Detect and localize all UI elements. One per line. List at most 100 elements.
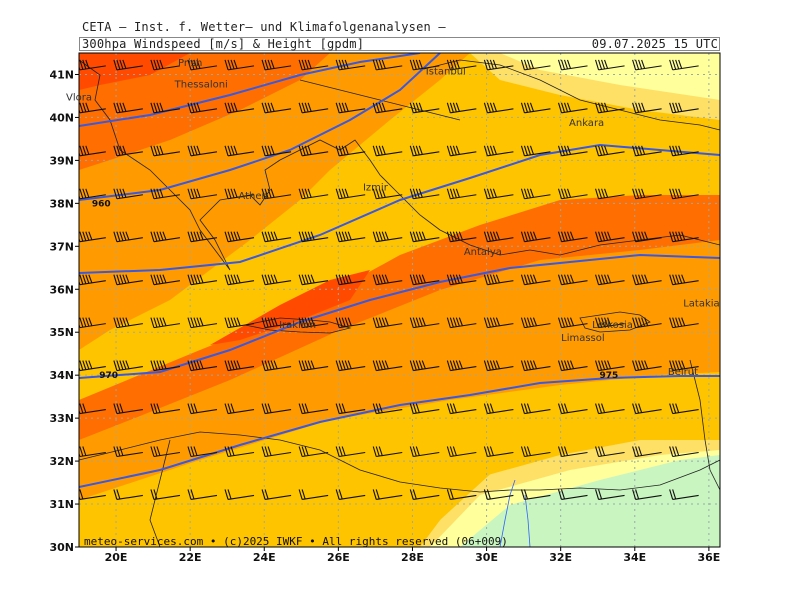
wind-barb xyxy=(335,489,366,500)
barb-feather xyxy=(566,231,572,241)
barb-feather xyxy=(82,274,87,284)
barb-feather xyxy=(520,188,525,199)
barb-feather xyxy=(196,102,201,112)
barb-feather xyxy=(601,403,606,413)
barb-shaft xyxy=(598,451,625,458)
wind-barb xyxy=(632,231,662,243)
lat-label: 39N xyxy=(49,154,74,167)
wind-barb xyxy=(113,274,143,286)
barb-shaft xyxy=(524,237,551,243)
barb-shaft xyxy=(264,108,292,114)
barb-feather xyxy=(638,188,643,198)
barb-feather xyxy=(85,360,90,370)
barb-shaft xyxy=(339,323,366,329)
barb-feather xyxy=(261,446,266,457)
wind-barb xyxy=(483,403,514,415)
barb-shaft xyxy=(79,280,106,286)
place-labels: Prish Thessaloni Vlora Istanbul Ankara Izmir A… xyxy=(66,58,720,378)
barb-feather xyxy=(261,188,266,199)
barb-feather xyxy=(261,360,266,371)
barb-feather xyxy=(153,274,158,285)
barb-feather xyxy=(378,145,383,155)
barb-feather xyxy=(560,360,566,371)
chart-title: CETA – Inst. f. Wetter– und Klimafolgena… xyxy=(82,20,446,34)
barb-shaft xyxy=(524,323,551,329)
barb-feather xyxy=(199,274,204,283)
barb-feather xyxy=(82,231,87,241)
barb-feather xyxy=(150,274,155,285)
barb-shaft xyxy=(561,194,588,200)
barb-feather xyxy=(409,489,414,500)
barb-feather xyxy=(85,145,90,155)
barb-feather xyxy=(635,360,640,371)
barb-feather xyxy=(88,231,93,240)
wind-barb xyxy=(261,489,292,500)
barb-feather xyxy=(113,360,118,371)
barb-feather xyxy=(455,360,460,370)
barb-feather xyxy=(455,59,460,69)
barb-feather xyxy=(604,145,609,155)
barb-shaft xyxy=(302,366,329,372)
barb-feather xyxy=(415,446,420,456)
barb-feather xyxy=(119,145,124,155)
barb-feather xyxy=(82,403,87,413)
barb-feather xyxy=(595,102,600,114)
barb-feather xyxy=(458,274,463,283)
barb-shaft xyxy=(487,451,514,458)
lat-lon-grid xyxy=(79,53,720,547)
barb-feather xyxy=(632,145,637,156)
barb-shaft xyxy=(339,151,366,157)
barb-feather xyxy=(489,403,494,413)
barb-feather xyxy=(159,188,164,198)
wind-barb xyxy=(113,102,143,114)
barb-feather xyxy=(489,145,494,155)
barb-shaft xyxy=(302,65,329,71)
barb-shaft xyxy=(672,194,699,200)
barb-shaft xyxy=(487,323,514,329)
barb-feather xyxy=(638,102,643,113)
barb-feather xyxy=(375,274,380,285)
barb-feather xyxy=(159,102,164,112)
wind-barb xyxy=(446,446,477,458)
barb-feather xyxy=(635,231,640,242)
barb-feather xyxy=(486,274,491,285)
barb-feather xyxy=(227,231,232,242)
barb-feather xyxy=(566,102,572,112)
wind-barb xyxy=(261,360,292,372)
wind-barb xyxy=(261,403,292,415)
barb-feather xyxy=(641,360,646,370)
barb-feather xyxy=(233,145,238,155)
barb-feather xyxy=(298,145,303,156)
barb-feather xyxy=(557,231,563,242)
wind-barb xyxy=(224,274,255,286)
barb-shaft xyxy=(672,237,699,243)
barb-feather xyxy=(526,145,531,155)
barb-feather xyxy=(495,317,500,326)
barb-feather xyxy=(372,360,377,371)
barb-feather xyxy=(412,360,417,371)
barb-feather xyxy=(113,59,118,71)
barb-feather xyxy=(492,59,497,69)
barb-feather xyxy=(604,102,609,112)
wind-barb xyxy=(150,102,181,114)
barb-feather xyxy=(598,145,603,156)
barb-shaft xyxy=(264,280,292,286)
barb-shaft xyxy=(339,408,366,415)
barb-shaft xyxy=(450,194,477,200)
barb-feather xyxy=(421,317,426,326)
barb-feather xyxy=(641,102,646,112)
barb-feather xyxy=(372,102,377,114)
barb-feather xyxy=(310,274,315,283)
wind-barb xyxy=(669,188,699,200)
barb-feather xyxy=(557,360,563,371)
barb-feather xyxy=(378,446,383,456)
barb-feather xyxy=(304,360,309,370)
lat-label: 41N xyxy=(49,68,74,81)
barb-feather xyxy=(153,231,158,242)
place-label: Istanbul xyxy=(426,66,466,77)
axis-labels: 41N 40N 39N 38N 37N 36N 35N 34N 33N 32N 31N 30N 20E 2… xyxy=(49,68,720,564)
barb-feather xyxy=(557,274,563,285)
barb-shaft xyxy=(450,451,477,458)
barb-feather xyxy=(150,102,155,114)
barb-feather xyxy=(196,317,201,327)
